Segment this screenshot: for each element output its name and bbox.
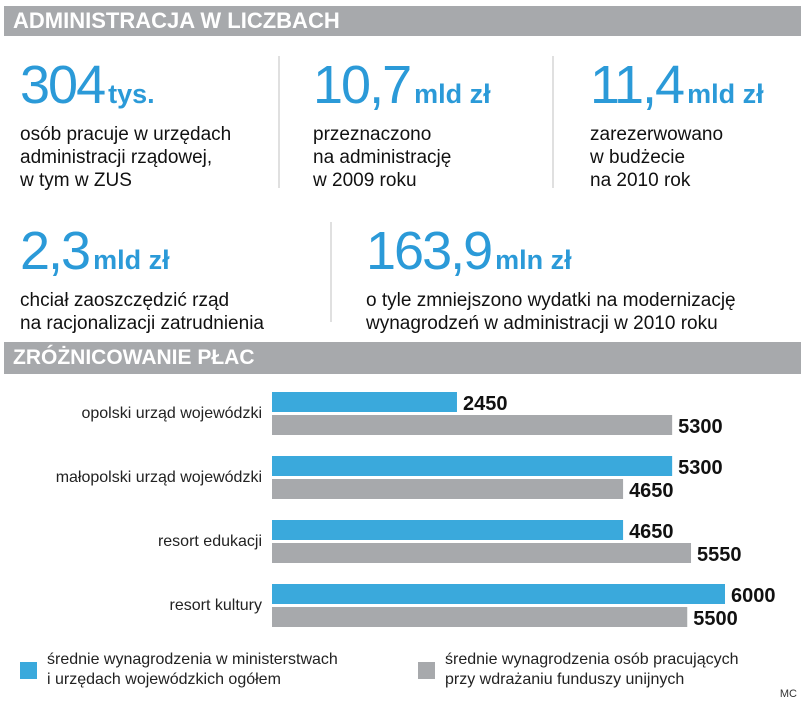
stat-budget-2010: 11,4 mld zł zarezerwowano w budżecie na 2… (590, 58, 764, 192)
bar-eu-funds (272, 415, 673, 435)
stat-number: 10,7 (313, 55, 412, 115)
stat-desc-line: na racjonalizacji zatrudnienia (20, 313, 264, 334)
data-label: 4650 (629, 521, 674, 543)
bar-eu-funds (272, 607, 688, 627)
stat-modernization: 163,9 mln zł o tyle zmniejszono wydatki n… (366, 224, 736, 335)
stat-employees: 304 tys. osób pracuje w urzędach administ… (20, 58, 231, 192)
bar-ministries (272, 520, 624, 540)
data-label: 5300 (678, 416, 723, 438)
data-label: 5550 (697, 544, 742, 566)
salary-bar-chart: opolski urząd wojewódzki 2450 5300 małopols… (56, 392, 776, 630)
stat-budget-2009: 10,7 mld zł przeznaczono na administrację… (313, 58, 491, 192)
stat-desc-line: w 2009 roku (313, 170, 417, 191)
stat-savings: 2,3 mld zł chciał zaoszczędzić rząd na ra… (20, 224, 264, 335)
legend-label-line: i urzędach wojewódzkich ogółem (47, 671, 281, 688)
credit: MC (779, 688, 797, 700)
stat-number: 163,9 (366, 221, 493, 281)
stat-desc-line: chciał zaoszczędzić rząd (20, 290, 230, 311)
stat-desc-line: o tyle zmniejszono wydatki na modernizac… (366, 290, 736, 311)
data-label: 5500 (693, 608, 738, 630)
legend-swatch (20, 662, 37, 679)
category-label: resort edukacji (158, 533, 262, 550)
stat-desc-line: wynagrodzeń w administracji w 2010 roku (366, 313, 718, 334)
bar-eu-funds (272, 543, 692, 563)
legend-label-line: średnie wynagrodzenia osób pracujących (445, 651, 739, 668)
bar-eu-funds (272, 479, 624, 499)
stat-desc-line: na administrację (313, 147, 452, 168)
divider (552, 56, 554, 188)
stat-unit: tys. (108, 79, 155, 109)
divider (330, 222, 332, 322)
stat-unit: mln zł (495, 245, 572, 275)
legend-swatch (418, 662, 435, 679)
category-label: resort kultury (170, 597, 262, 614)
stat-desc-line: administracji rządowej, (20, 147, 213, 168)
stat-desc-line: w budżecie (590, 147, 686, 168)
data-label: 5300 (678, 457, 723, 479)
legend-label-line: przy wdrażaniu funduszy unijnych (445, 671, 685, 688)
bar-ministries (272, 456, 673, 476)
stat-desc-line: w tym w ZUS (20, 170, 132, 191)
section-header-administration: ADMINISTRACJA W LICZBACH (4, 6, 801, 36)
stat-desc-line: zarezerwowano (590, 124, 724, 145)
category-label: małopolski urząd wojewódzki (56, 469, 262, 486)
data-label: 4650 (629, 480, 674, 502)
category-label: opolski urząd wojewódzki (81, 405, 262, 422)
stat-unit: mld zł (687, 79, 764, 109)
stat-desc-line: na 2010 rok (590, 170, 691, 191)
data-label: 2450 (463, 393, 508, 415)
stat-unit: mld zł (414, 79, 491, 109)
stat-desc-line: osób pracuje w urzędach (20, 124, 232, 145)
stat-unit: mld zł (93, 245, 170, 275)
legend-label-line: średnie wynagrodzenia w ministerstwach (47, 651, 338, 668)
stat-number: 304 (20, 55, 106, 115)
data-label: 6000 (731, 585, 776, 607)
stat-desc-line: przeznaczono (313, 124, 432, 145)
stat-number: 11,4 (590, 55, 685, 115)
bar-ministries (272, 392, 457, 412)
section-header-salaries: ZRÓŻNICOWANIE PŁAC (4, 342, 801, 374)
divider (278, 56, 280, 188)
bar-ministries (272, 584, 725, 604)
stat-number: 2,3 (20, 221, 91, 281)
